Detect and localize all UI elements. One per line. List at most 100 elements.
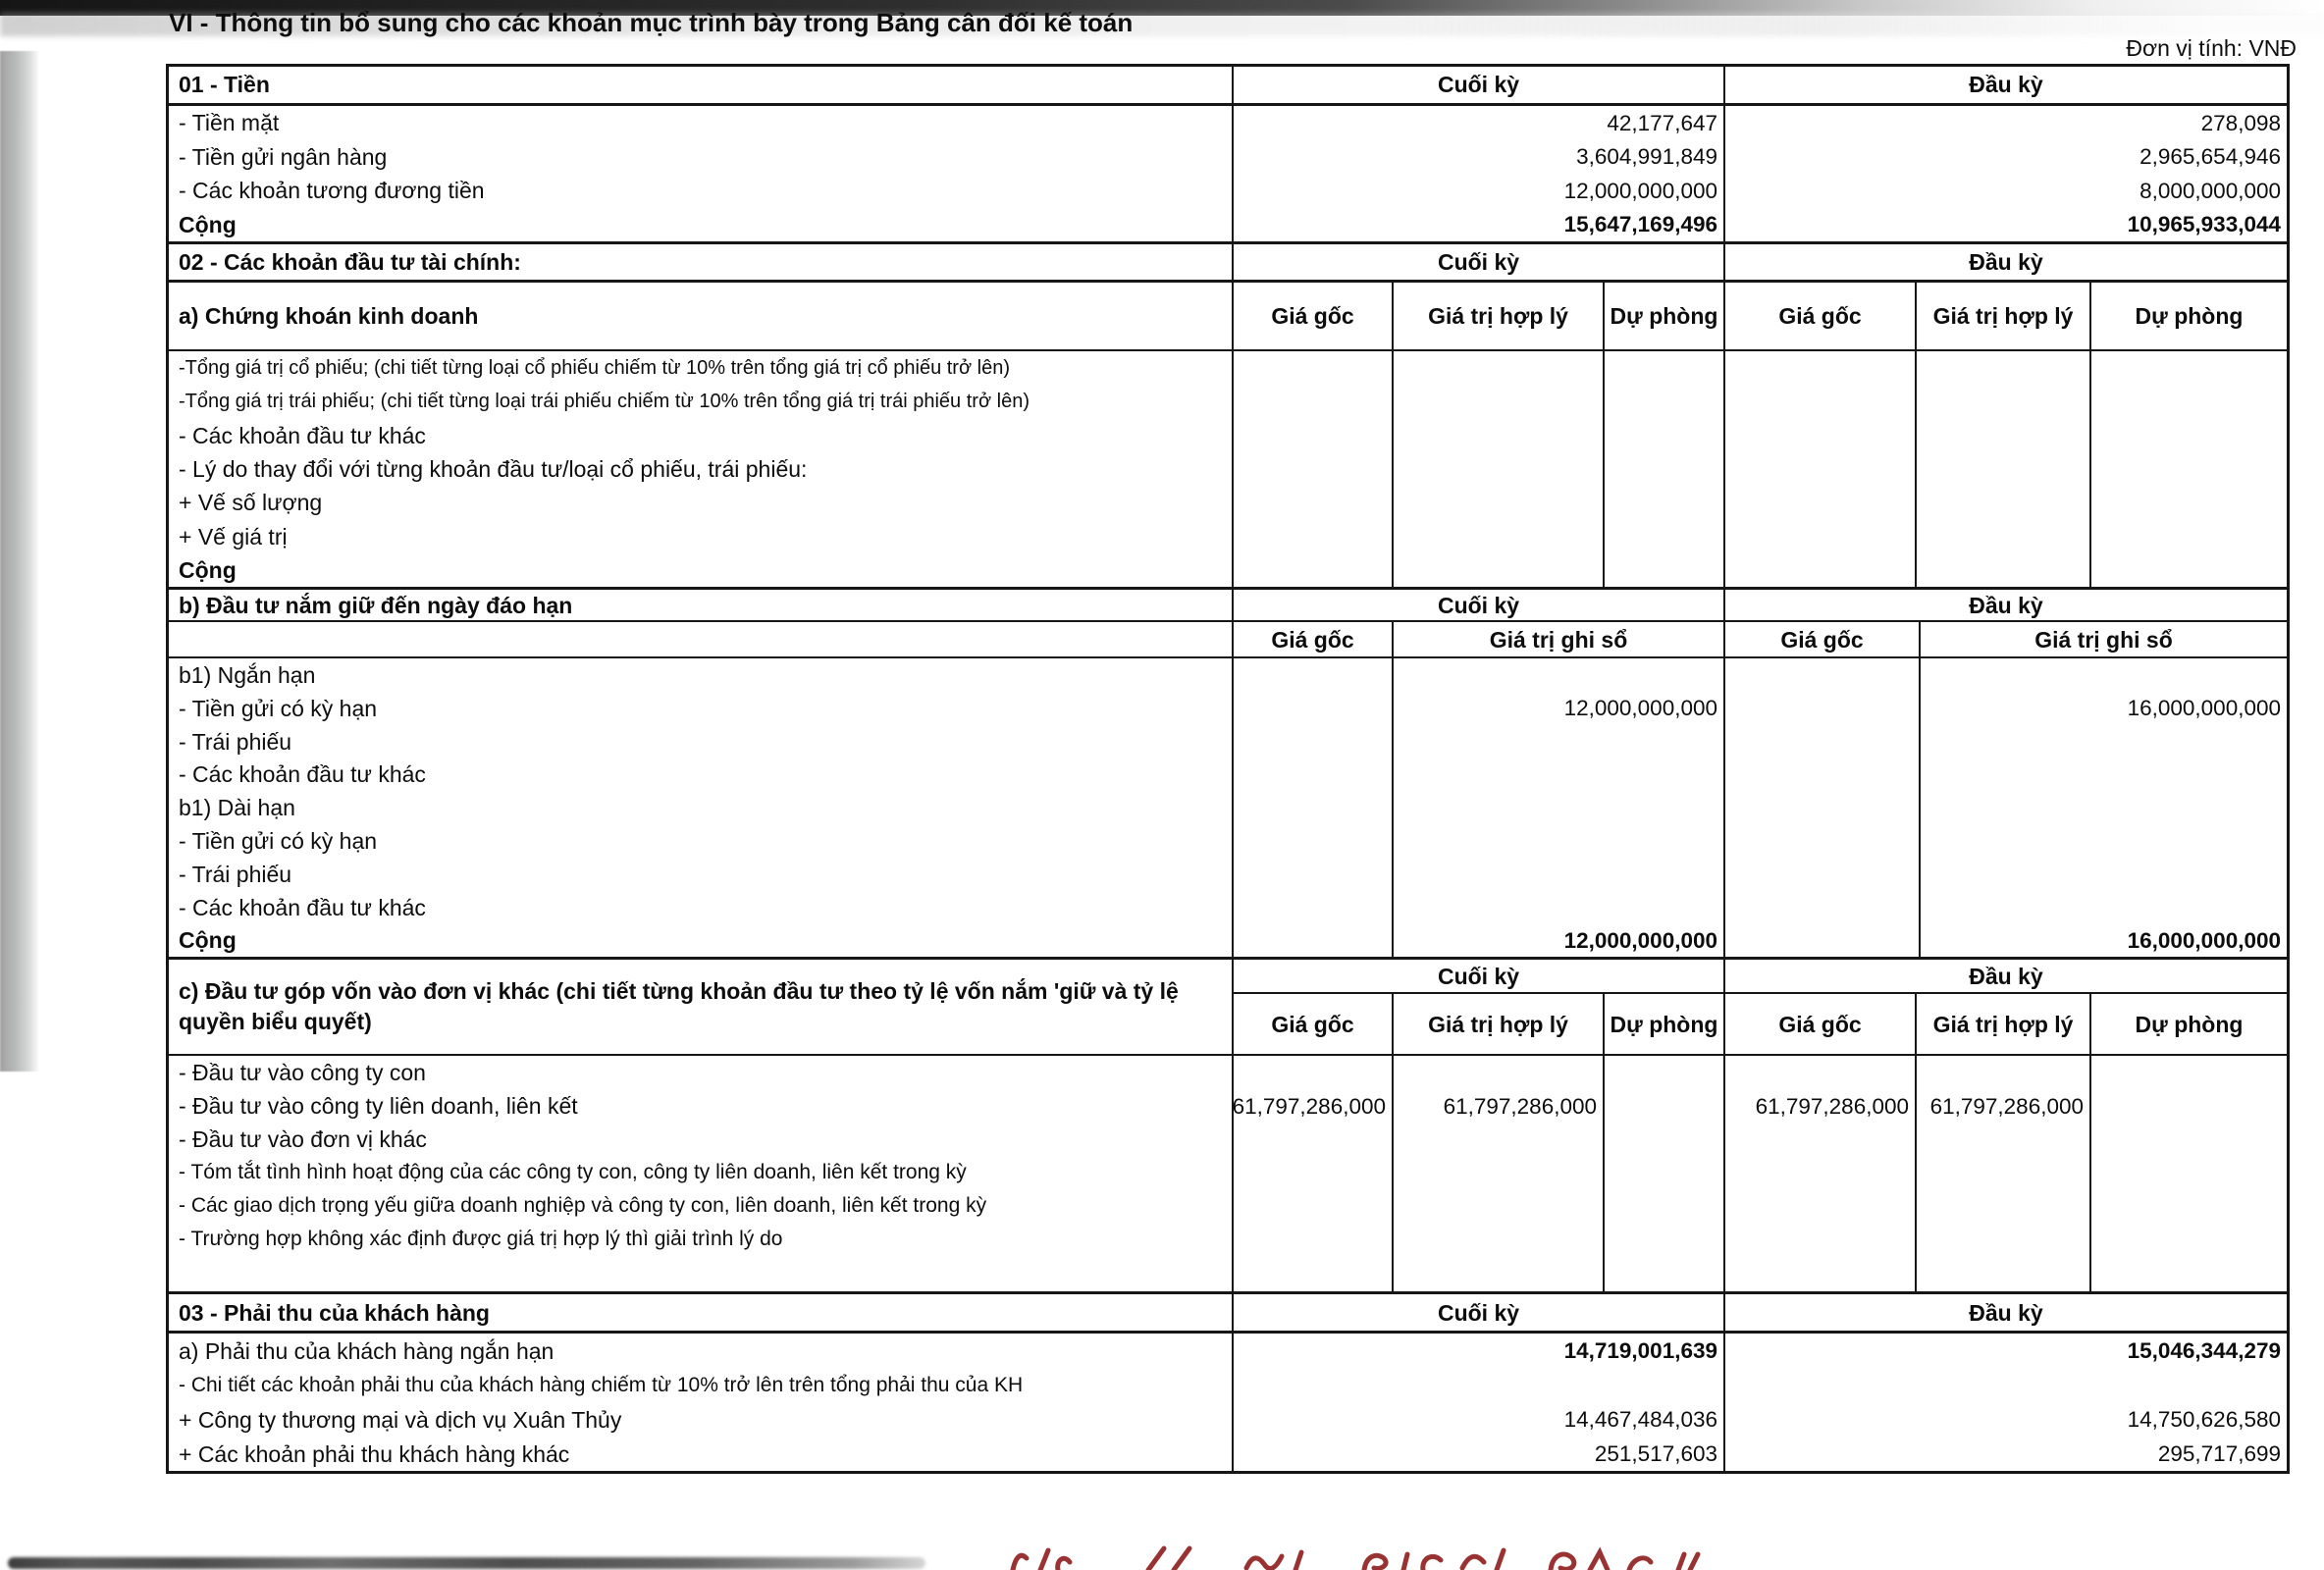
row-label: - Tóm tắt tình hình hoạt động của các cô… xyxy=(179,1161,967,1184)
row-label-cong: Cộng xyxy=(179,927,237,954)
row-label: - Trường hợp không xác định được giá trị… xyxy=(179,1228,783,1251)
empty-cell xyxy=(1723,857,1919,891)
value-dau-ky: 8,000,000,000 xyxy=(1723,174,2287,208)
empty-cell xyxy=(1603,451,1723,487)
handwriting-red-marks xyxy=(1010,1545,1701,1570)
value-dau-ky: 278,098 xyxy=(1723,106,2287,140)
value-cuoi-ky: 251,517,603 xyxy=(1232,1437,1723,1472)
section-02b-title: b) Đầu tư nắm giữ đến ngày đáo hạn xyxy=(179,592,573,618)
empty-cell xyxy=(1392,486,1603,520)
col-header-gia-tri-ghi-so: Giá trị ghi sổ xyxy=(1392,622,1723,657)
empty-cell xyxy=(1915,351,2089,386)
section-01-header-row: 01 - Tiền Cuối kỳ Đầu kỳ xyxy=(169,67,2287,106)
empty-cell xyxy=(1392,1189,1603,1224)
section-02-header-row: 02 - Các khoản đầu tư tài chính: Cuối kỳ… xyxy=(169,241,2287,283)
empty-cell xyxy=(1603,1256,1723,1292)
total-row: Cộng 12,000,000,000 16,000,000,000 xyxy=(169,923,2287,958)
row-label: - Tiền gửi ngân hàng xyxy=(179,143,388,170)
row-label: - Tiền mặt xyxy=(179,110,280,136)
col-header-du-phong: Dự phòng xyxy=(1603,994,1723,1055)
empty-cell xyxy=(1232,1189,1392,1224)
empty-cell xyxy=(1232,418,1392,452)
empty-cell xyxy=(1915,1156,2089,1190)
row-label: - Tiền gửi có kỳ hạn xyxy=(179,827,378,854)
empty-cell xyxy=(1919,658,2287,692)
value-cuoi-ky: 14,719,001,639 xyxy=(1232,1334,1723,1369)
empty-cell xyxy=(2089,552,2287,588)
col-header-du-phong: Dự phòng xyxy=(2089,283,2287,349)
col-header-cuoi-ky: Cuối kỳ xyxy=(1232,590,1723,621)
empty-cell xyxy=(1915,1223,2089,1257)
col-header-gia-goc: Giá gốc xyxy=(1723,283,1915,349)
row-label: - Các giao dịch trọng yếu giữa doanh ngh… xyxy=(179,1194,987,1218)
empty-cell xyxy=(1392,890,1723,924)
empty-cell xyxy=(1723,724,1919,759)
empty-cell xyxy=(1603,552,1723,588)
row-label: -Tổng giá trị cổ phiếu; (chi tiết từng l… xyxy=(179,356,1010,379)
col-header-dau-ky: Đầu kỳ xyxy=(1723,1294,2287,1332)
table-row: - Các giao dịch trọng yếu giữa doanh ngh… xyxy=(169,1189,2287,1224)
section-02c-header-row: c) Đầu tư góp vốn vào đơn vị khác (chi t… xyxy=(169,957,2287,1057)
empty-cell xyxy=(1919,824,2287,858)
period-header-row: Cuối kỳ Đầu kỳ xyxy=(1232,960,2287,995)
table-row: -Tổng giá trị cổ phiếu; (chi tiết từng l… xyxy=(169,351,2287,386)
row-label: -Tổng giá trị trái phiếu; (chi tiết từng… xyxy=(179,391,1030,413)
empty-cell xyxy=(1392,1256,1603,1292)
row-label: + Vế giá trị xyxy=(179,523,288,550)
empty-cell xyxy=(1232,791,1392,825)
scan-artifact-top-dark-band xyxy=(0,0,2324,16)
row-label: - Tiền gửi có kỳ hạn xyxy=(179,695,378,721)
empty-cell xyxy=(1232,552,1392,588)
empty-cell xyxy=(2089,351,2287,386)
value-gia-tri-hop-ly-dau: 61,797,286,000 xyxy=(1915,1089,2089,1124)
empty-cell xyxy=(1919,791,2287,825)
col-header-gia-goc: Giá gốc xyxy=(1723,622,1919,657)
empty-cell xyxy=(1232,890,1392,924)
empty-cell xyxy=(1919,857,2287,891)
table-row: - Chi tiết các khoản phải thu của khách … xyxy=(169,1368,2287,1403)
empty-cell xyxy=(1232,658,1392,692)
empty-cell xyxy=(1723,519,1915,553)
empty-cell xyxy=(1392,1223,1603,1257)
empty-cell xyxy=(1392,758,1723,792)
empty-cell xyxy=(1232,1123,1392,1157)
value-gia-tri-ghi-so-dau: 16,000,000,000 xyxy=(1919,923,2287,958)
total-row: Cộng xyxy=(169,552,2287,588)
empty-cell xyxy=(1232,824,1392,858)
row-label-cong: Cộng xyxy=(179,556,237,583)
table-row: + Vế giá trị xyxy=(169,519,2287,553)
row-label: - Các khoản đầu tư khác xyxy=(179,422,426,448)
row-label: - Đầu tư vào công ty liên doanh, liên kế… xyxy=(179,1093,578,1120)
empty-cell xyxy=(1392,724,1723,759)
col-header-dau-ky: Đầu kỳ xyxy=(1723,960,2287,993)
empty-cell xyxy=(1723,791,1919,825)
table-row: -Tổng giá trị trái phiếu; (chi tiết từng… xyxy=(169,385,2287,419)
empty-cell xyxy=(1232,923,1392,958)
table-row: + Vế số lượng xyxy=(169,486,2287,520)
empty-cell xyxy=(1603,351,1723,386)
value-gia-tri-ghi-so-cuoi: 12,000,000,000 xyxy=(1392,923,1723,958)
table-row: - Đầu tư vào công ty con xyxy=(169,1056,2287,1090)
empty-cell xyxy=(1915,418,2089,452)
empty-cell xyxy=(1723,385,1915,419)
row-label-cong: Cộng xyxy=(179,211,237,237)
subcolumn-header-row: Giá gốc Giá trị hợp lý Dự phòng Giá gốc … xyxy=(1232,994,2287,1055)
col-header-dau-ky: Đầu kỳ xyxy=(1723,244,2287,280)
empty-cell xyxy=(1232,519,1392,553)
row-label: a) Phải thu của khách hàng ngắn hạn xyxy=(179,1337,555,1364)
table-row: - Lý do thay đổi với từng khoản đầu tư/l… xyxy=(169,451,2287,487)
empty-cell xyxy=(1603,418,1723,452)
section-02-title: 02 - Các khoản đầu tư tài chính: xyxy=(179,248,521,275)
table-row: - Các khoản tương đương tiền 12,000,000,… xyxy=(169,174,2287,208)
col-header-cuoi-ky: Cuối kỳ xyxy=(1232,1294,1723,1332)
empty-cell xyxy=(1723,1368,2287,1403)
table-row: - Tóm tắt tình hình hoạt động của các cô… xyxy=(169,1156,2287,1190)
value-dau-ky: 14,750,626,580 xyxy=(1723,1402,2287,1438)
table-row: - Tiền gửi có kỳ hạn xyxy=(169,824,2287,858)
row-label: - Các khoản đầu tư khác xyxy=(179,894,426,920)
row-label: - Các khoản đầu tư khác xyxy=(179,761,426,788)
empty-cell xyxy=(1603,385,1723,419)
empty-cell xyxy=(1915,1256,2089,1292)
table-row: - Tiền gửi ngân hàng 3,604,991,849 2,965… xyxy=(169,139,2287,174)
